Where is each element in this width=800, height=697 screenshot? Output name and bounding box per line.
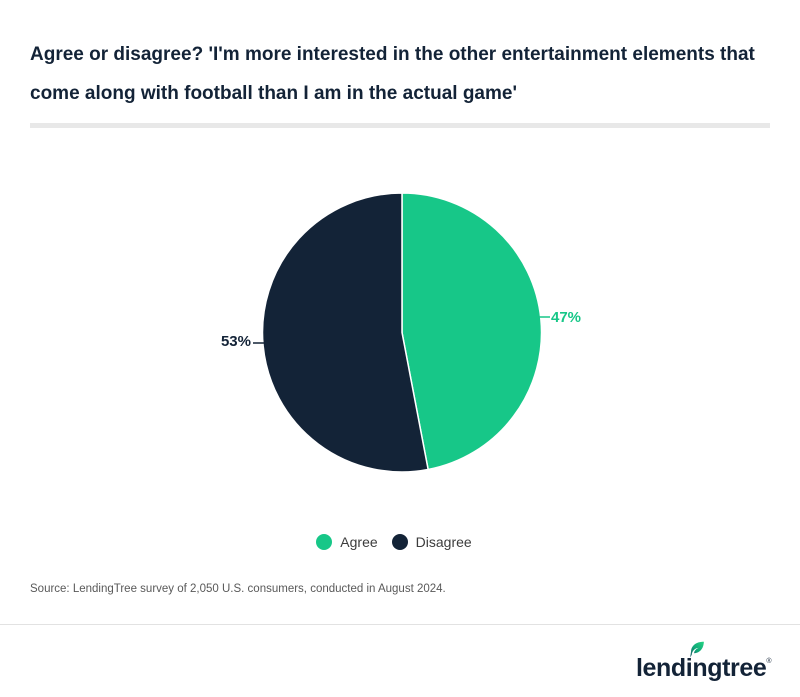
svg-text:47%: 47% bbox=[551, 309, 581, 326]
svg-text:53%: 53% bbox=[221, 333, 251, 350]
